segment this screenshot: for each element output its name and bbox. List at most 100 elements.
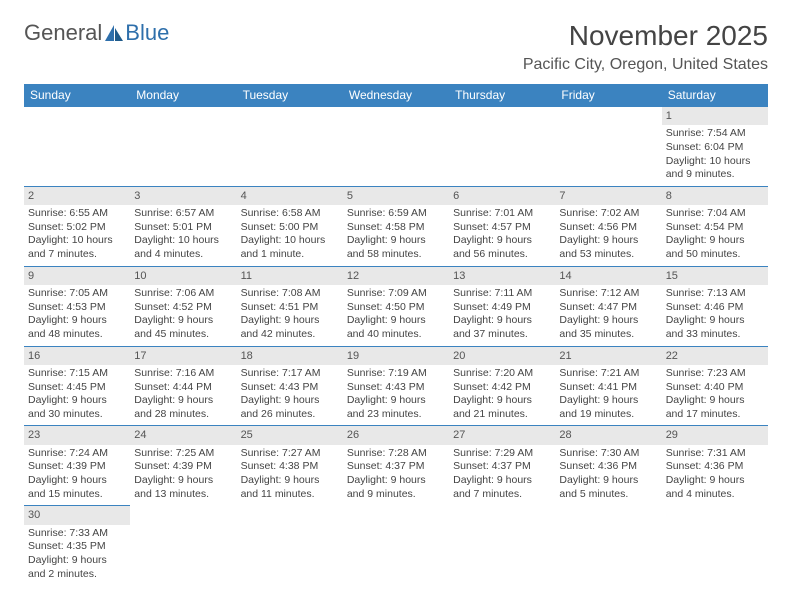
daylight-text: and 5 minutes. [559, 488, 657, 502]
daylight-text: Daylight: 9 hours [559, 234, 657, 248]
sunrise-text: Sunrise: 7:25 AM [134, 447, 232, 461]
daylight-text: Daylight: 9 hours [559, 474, 657, 488]
daylight-text: Daylight: 9 hours [347, 234, 445, 248]
sunrise-text: Sunrise: 6:59 AM [347, 207, 445, 221]
calendar-cell: 2Sunrise: 6:55 AMSunset: 5:02 PMDaylight… [24, 186, 130, 266]
day-number: 4 [237, 187, 343, 205]
day-number: 22 [662, 347, 768, 365]
sunrise-text: Sunrise: 7:28 AM [347, 447, 445, 461]
calendar-cell [343, 107, 449, 187]
calendar-cell [237, 506, 343, 585]
calendar-cell: 25Sunrise: 7:27 AMSunset: 4:38 PMDayligh… [237, 426, 343, 506]
calendar-row: 23Sunrise: 7:24 AMSunset: 4:39 PMDayligh… [24, 426, 768, 506]
page-title: November 2025 [523, 20, 768, 52]
daylight-text: Daylight: 9 hours [347, 314, 445, 328]
daylight-text: and 40 minutes. [347, 328, 445, 342]
sunset-text: Sunset: 4:35 PM [28, 540, 126, 554]
sunrise-text: Sunrise: 7:11 AM [453, 287, 551, 301]
day-number: 5 [343, 187, 449, 205]
calendar-cell: 30Sunrise: 7:33 AMSunset: 4:35 PMDayligh… [24, 506, 130, 585]
daylight-text: Daylight: 9 hours [28, 394, 126, 408]
sunset-text: Sunset: 5:00 PM [241, 221, 339, 235]
sunset-text: Sunset: 4:51 PM [241, 301, 339, 315]
calendar-cell: 17Sunrise: 7:16 AMSunset: 4:44 PMDayligh… [130, 346, 236, 426]
day-number: 14 [555, 267, 661, 285]
day-number: 29 [662, 426, 768, 444]
daylight-text: and 26 minutes. [241, 408, 339, 422]
calendar-cell: 15Sunrise: 7:13 AMSunset: 4:46 PMDayligh… [662, 266, 768, 346]
calendar-cell: 7Sunrise: 7:02 AMSunset: 4:56 PMDaylight… [555, 186, 661, 266]
day-number: 3 [130, 187, 236, 205]
sunrise-text: Sunrise: 7:31 AM [666, 447, 764, 461]
daylight-text: Daylight: 9 hours [666, 474, 764, 488]
day-number: 19 [343, 347, 449, 365]
daylight-text: Daylight: 9 hours [453, 314, 551, 328]
daylight-text: and 7 minutes. [453, 488, 551, 502]
calendar-cell: 5Sunrise: 6:59 AMSunset: 4:58 PMDaylight… [343, 186, 449, 266]
daylight-text: and 30 minutes. [28, 408, 126, 422]
day-number: 23 [24, 426, 130, 444]
sunrise-text: Sunrise: 7:09 AM [347, 287, 445, 301]
day-number: 2 [24, 187, 130, 205]
daylight-text: and 33 minutes. [666, 328, 764, 342]
daylight-text: and 11 minutes. [241, 488, 339, 502]
calendar-cell: 27Sunrise: 7:29 AMSunset: 4:37 PMDayligh… [449, 426, 555, 506]
calendar-cell: 12Sunrise: 7:09 AMSunset: 4:50 PMDayligh… [343, 266, 449, 346]
sunrise-text: Sunrise: 7:16 AM [134, 367, 232, 381]
day-number: 24 [130, 426, 236, 444]
calendar-cell: 11Sunrise: 7:08 AMSunset: 4:51 PMDayligh… [237, 266, 343, 346]
day-number: 25 [237, 426, 343, 444]
day-number: 15 [662, 267, 768, 285]
sunrise-text: Sunrise: 7:13 AM [666, 287, 764, 301]
daylight-text: and 7 minutes. [28, 248, 126, 262]
daylight-text: and 1 minute. [241, 248, 339, 262]
daylight-text: Daylight: 9 hours [453, 474, 551, 488]
daylight-text: Daylight: 10 hours [134, 234, 232, 248]
sunset-text: Sunset: 4:36 PM [666, 460, 764, 474]
title-block: November 2025 Pacific City, Oregon, Unit… [523, 20, 768, 74]
sunset-text: Sunset: 4:36 PM [559, 460, 657, 474]
daylight-text: Daylight: 10 hours [241, 234, 339, 248]
daylight-text: Daylight: 10 hours [28, 234, 126, 248]
calendar-cell [449, 107, 555, 187]
daylight-text: Daylight: 9 hours [347, 394, 445, 408]
sunset-text: Sunset: 4:49 PM [453, 301, 551, 315]
sunrise-text: Sunrise: 7:27 AM [241, 447, 339, 461]
daylight-text: and 50 minutes. [666, 248, 764, 262]
daylight-text: Daylight: 9 hours [241, 314, 339, 328]
sunset-text: Sunset: 4:40 PM [666, 381, 764, 395]
calendar-cell: 4Sunrise: 6:58 AMSunset: 5:00 PMDaylight… [237, 186, 343, 266]
sunrise-text: Sunrise: 7:19 AM [347, 367, 445, 381]
day-number: 21 [555, 347, 661, 365]
calendar-cell: 8Sunrise: 7:04 AMSunset: 4:54 PMDaylight… [662, 186, 768, 266]
day-number: 9 [24, 267, 130, 285]
sunrise-text: Sunrise: 7:15 AM [28, 367, 126, 381]
sunrise-text: Sunrise: 7:29 AM [453, 447, 551, 461]
calendar-cell [24, 107, 130, 187]
sunset-text: Sunset: 4:37 PM [453, 460, 551, 474]
weekday-header: Wednesday [343, 84, 449, 107]
calendar-cell: 29 Sunrise: 7:31 AMSunset: 4:36 PMDayligh… [662, 426, 768, 506]
daylight-text: Daylight: 9 hours [559, 394, 657, 408]
sunrise-text: Sunrise: 7:06 AM [134, 287, 232, 301]
daylight-text: and 28 minutes. [134, 408, 232, 422]
sunrise-text: Sunrise: 7:20 AM [453, 367, 551, 381]
daylight-text: Daylight: 9 hours [134, 394, 232, 408]
calendar-cell: 19Sunrise: 7:19 AMSunset: 4:43 PMDayligh… [343, 346, 449, 426]
weekday-header: Monday [130, 84, 236, 107]
sunrise-text: Sunrise: 7:12 AM [559, 287, 657, 301]
calendar-cell: 23Sunrise: 7:24 AMSunset: 4:39 PMDayligh… [24, 426, 130, 506]
calendar-cell: 10Sunrise: 7:06 AMSunset: 4:52 PMDayligh… [130, 266, 236, 346]
daylight-text: Daylight: 9 hours [134, 314, 232, 328]
weekday-header: Tuesday [237, 84, 343, 107]
calendar-cell: 20Sunrise: 7:20 AMSunset: 4:42 PMDayligh… [449, 346, 555, 426]
location: Pacific City, Oregon, United States [523, 56, 768, 74]
weekday-header: Sunday [24, 84, 130, 107]
daylight-text: and 4 minutes. [666, 488, 764, 502]
sunrise-text: Sunrise: 7:01 AM [453, 207, 551, 221]
sunset-text: Sunset: 4:46 PM [666, 301, 764, 315]
calendar-cell: 16Sunrise: 7:15 AMSunset: 4:45 PMDayligh… [24, 346, 130, 426]
calendar-row: 16Sunrise: 7:15 AMSunset: 4:45 PMDayligh… [24, 346, 768, 426]
calendar-row: 1Sunrise: 7:54 AMSunset: 6:04 PMDaylight… [24, 107, 768, 187]
calendar-row: 2Sunrise: 6:55 AMSunset: 5:02 PMDaylight… [24, 186, 768, 266]
